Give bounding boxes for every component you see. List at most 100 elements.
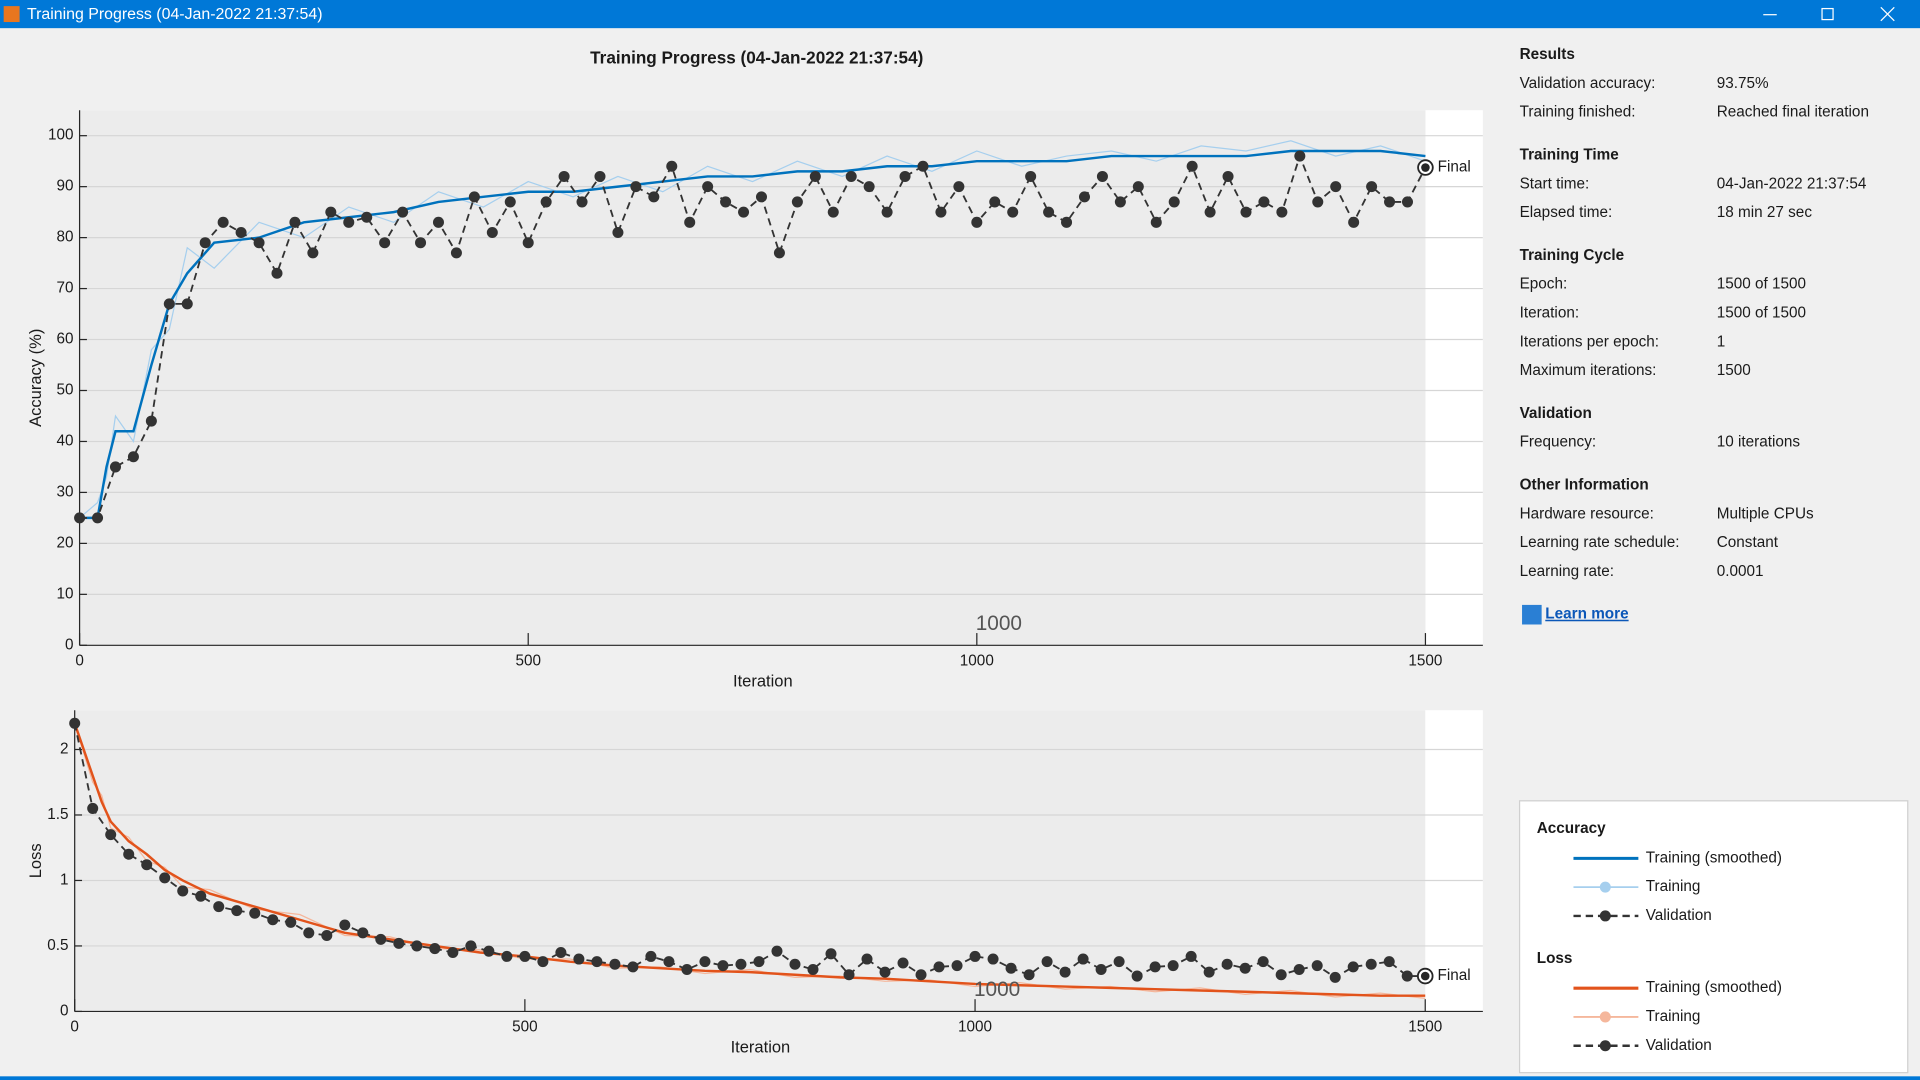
data-point: [1330, 181, 1342, 193]
data-point: [379, 237, 391, 249]
annotation: Final: [1437, 967, 1470, 984]
data-point: [141, 859, 153, 871]
data-point: [1114, 196, 1126, 208]
info-label: Elapsed time:: [1520, 204, 1613, 221]
data-point: [1239, 962, 1251, 974]
data-point: [609, 958, 621, 970]
data-point: [807, 964, 819, 976]
data-point: [953, 181, 965, 193]
data-point: [181, 298, 193, 310]
data-point: [899, 170, 911, 182]
data-point: [789, 958, 801, 970]
data-point: [415, 237, 427, 249]
data-point: [1221, 958, 1233, 970]
window-title: Training Progress (04-Jan-2022 21:37:54): [27, 6, 323, 23]
data-point: [591, 956, 603, 968]
y-tick-label: 20: [56, 534, 73, 551]
x-tick-label: 500: [515, 652, 541, 669]
info-value: 1500 of 1500: [1717, 305, 1806, 322]
data-point: [105, 829, 117, 841]
info-label: Start time:: [1520, 175, 1590, 192]
legend-title: Loss: [1537, 950, 1573, 967]
data-point: [1401, 970, 1413, 982]
data-point: [1366, 181, 1378, 193]
info-value: 18 min 27 sec: [1717, 204, 1813, 221]
y-tick-label: 40: [56, 433, 73, 450]
data-point: [127, 451, 139, 463]
data-point: [522, 237, 534, 249]
info-label: Maximum iterations:: [1520, 362, 1657, 379]
data-point: [809, 170, 821, 182]
section-title: Validation: [1520, 405, 1592, 422]
data-point: [825, 948, 837, 960]
info-value: 10 iterations: [1717, 434, 1801, 451]
data-point: [1061, 216, 1073, 228]
data-point: [1041, 956, 1053, 968]
restore-button[interactable]: [1821, 7, 1834, 21]
data-point: [771, 945, 783, 957]
data-point: [450, 247, 462, 259]
data-point: [1186, 160, 1198, 172]
data-point: [519, 950, 531, 962]
data-point: [447, 946, 459, 959]
data-point: [612, 227, 624, 239]
data-point: [1078, 191, 1090, 203]
data-point: [468, 191, 480, 203]
data-point: [684, 216, 696, 228]
data-point: [271, 267, 283, 279]
data-point: [753, 956, 765, 968]
data-point: [361, 211, 373, 223]
data-point: [648, 191, 660, 203]
data-point: [1023, 969, 1035, 981]
y-tick-label: 1: [60, 872, 69, 889]
info-value: 1: [1717, 333, 1726, 350]
data-point: [1276, 206, 1288, 218]
close-button[interactable]: [1880, 6, 1895, 22]
learn-more-link[interactable]: Learn more: [1545, 606, 1628, 623]
y-tick-label: 2: [60, 741, 69, 758]
data-point: [573, 953, 585, 965]
final-marker-dot: [1421, 163, 1430, 172]
series-line: [73, 723, 1426, 979]
data-point: [231, 905, 243, 917]
info-label: Iteration:: [1520, 305, 1580, 322]
final-marker-dot: [1420, 971, 1430, 981]
data-point: [735, 958, 747, 970]
data-point: [773, 247, 785, 259]
data-point: [917, 160, 929, 172]
data-point: [285, 916, 297, 928]
info-label: Hardware resource:: [1520, 505, 1654, 522]
legend-marker: [1599, 881, 1611, 893]
data-point: [501, 950, 513, 962]
x-tick-label: 500: [512, 1018, 538, 1035]
data-point: [339, 919, 351, 931]
data-point: [1043, 206, 1055, 218]
data-point: [199, 237, 211, 249]
data-point: [163, 298, 175, 310]
data-point: [1132, 181, 1144, 193]
y-tick-label: 50: [56, 382, 73, 399]
data-point: [969, 950, 981, 962]
legend-label: Training: [1646, 1008, 1701, 1025]
legend-box: [1518, 800, 1909, 1074]
data-point: [123, 848, 135, 860]
data-point: [681, 964, 693, 976]
data-point: [486, 227, 498, 239]
section-title: Training Cycle: [1520, 247, 1625, 264]
data-point: [1077, 953, 1089, 965]
legend-label: Training (smoothed): [1646, 979, 1782, 996]
legend-label: Training (smoothed): [1646, 849, 1782, 866]
info-label: Epoch:: [1520, 276, 1568, 293]
data-point: [357, 927, 369, 939]
data-point: [594, 170, 606, 182]
annotation: 1000: [974, 978, 1020, 1001]
data-point: [87, 802, 99, 814]
app-icon: [3, 6, 20, 23]
data-point: [555, 946, 567, 959]
plot-shade: [79, 110, 1426, 646]
data-point: [303, 927, 315, 939]
data-point: [1149, 961, 1161, 973]
data-point: [666, 160, 678, 172]
annotation: Final: [1438, 159, 1471, 176]
data-point: [537, 956, 549, 968]
